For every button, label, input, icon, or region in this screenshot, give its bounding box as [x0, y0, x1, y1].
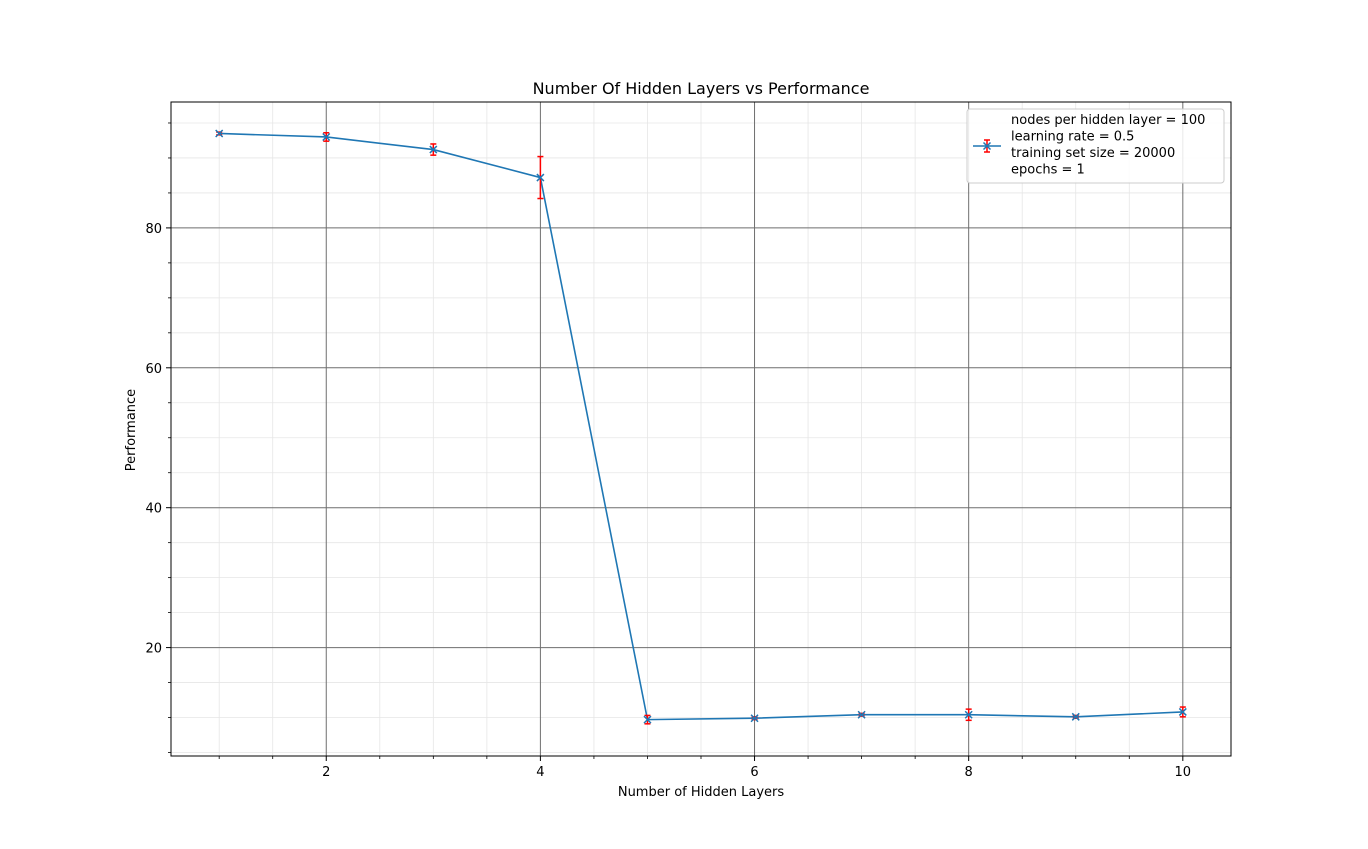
data-point: [750, 714, 759, 723]
legend-box: [966, 108, 1225, 184]
data-point: [964, 710, 973, 719]
legend-marker: [982, 141, 992, 151]
x-axis-label: Number of Hidden Layers: [618, 785, 785, 800]
data-point: [536, 173, 545, 182]
x-tick-label: 2: [322, 765, 330, 780]
legend-label-line: learning rate = 0.5: [1011, 130, 1134, 145]
chart-title: Number Of Hidden Layers vs Performance: [533, 79, 870, 98]
x-tick-label: 8: [965, 765, 973, 780]
y-tick-label: 80: [145, 222, 162, 237]
x-tick-label: 6: [750, 765, 758, 780]
y-tick-label: 60: [145, 362, 162, 377]
data-point: [215, 129, 224, 138]
legend-label: nodes per hidden layer = 100 learning rat…: [1011, 113, 1205, 178]
series-line: [219, 132, 1183, 721]
data-point: [429, 145, 438, 154]
legend-label-line: epochs = 1: [1011, 163, 1085, 178]
data-point: [322, 132, 331, 142]
data-point: [1178, 707, 1187, 716]
y-tick-label: 20: [145, 642, 162, 657]
y-tick-label: 40: [145, 502, 162, 517]
plot-area: 2 4 6 8 10 20 40 60 80 nodes per hidden layer = 1…: [145, 101, 1232, 780]
y-axis-label: Performance: [124, 389, 139, 471]
x-tick-label: 4: [536, 765, 544, 780]
legend-label-line: training set size = 20000: [1011, 146, 1175, 161]
x-tick-label: 10: [1175, 765, 1192, 780]
legend-label-line: nodes per hidden layer = 100: [1011, 113, 1205, 128]
data-point: [857, 710, 866, 719]
data-point: [643, 715, 652, 724]
data-point: [1071, 712, 1080, 721]
